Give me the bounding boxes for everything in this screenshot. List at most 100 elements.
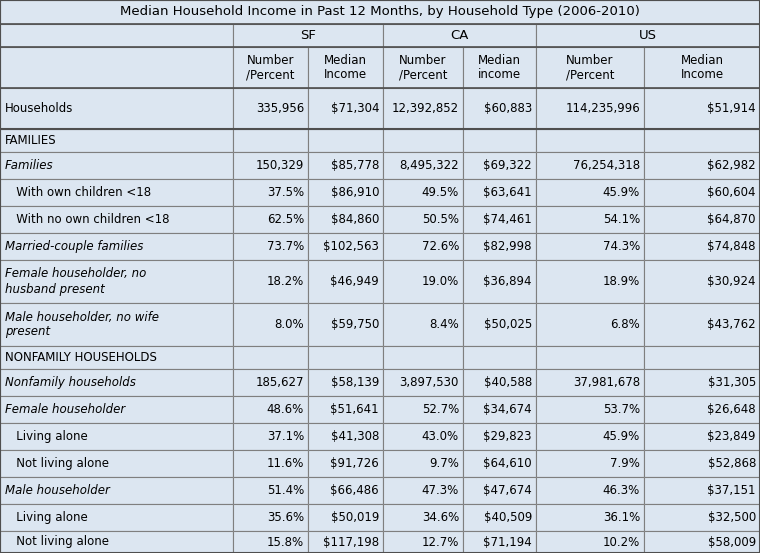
Bar <box>463 47 536 88</box>
Bar <box>308 152 383 179</box>
Text: $47,674: $47,674 <box>483 484 532 497</box>
Bar <box>0 346 233 369</box>
Bar <box>536 423 644 450</box>
Text: Number
/Percent: Number /Percent <box>399 54 447 81</box>
Text: Not living alone: Not living alone <box>5 457 109 470</box>
Bar <box>308 531 383 553</box>
Text: 7.9%: 7.9% <box>610 457 640 470</box>
Text: $36,894: $36,894 <box>483 275 532 288</box>
Bar <box>233 233 308 260</box>
Bar <box>463 369 536 396</box>
Bar <box>536 179 644 206</box>
Bar <box>0 450 233 477</box>
Text: $60,604: $60,604 <box>708 186 756 199</box>
Bar <box>644 423 760 450</box>
Bar <box>383 260 463 303</box>
Bar <box>383 346 463 369</box>
Text: FAMILIES: FAMILIES <box>5 134 57 147</box>
Bar <box>233 24 383 47</box>
Bar <box>463 152 536 179</box>
Text: 18.9%: 18.9% <box>603 275 640 288</box>
Bar <box>308 206 383 233</box>
Bar <box>644 303 760 346</box>
Bar <box>644 206 760 233</box>
Text: 52.7%: 52.7% <box>422 403 459 416</box>
Bar <box>383 504 463 531</box>
Bar <box>308 369 383 396</box>
Text: 8,495,322: 8,495,322 <box>399 159 459 172</box>
Text: $91,726: $91,726 <box>331 457 379 470</box>
Bar <box>233 504 308 531</box>
Bar <box>644 260 760 303</box>
Bar <box>536 504 644 531</box>
Bar <box>0 369 233 396</box>
Text: 12,392,852: 12,392,852 <box>392 102 459 115</box>
Bar <box>644 531 760 553</box>
Text: 76,254,318: 76,254,318 <box>573 159 640 172</box>
Text: Number
/Percent: Number /Percent <box>246 54 295 81</box>
Bar <box>644 477 760 504</box>
Bar <box>644 303 760 346</box>
Bar <box>644 346 760 369</box>
Text: 3,897,530: 3,897,530 <box>400 376 459 389</box>
Text: 37.5%: 37.5% <box>267 186 304 199</box>
Bar <box>383 303 463 346</box>
Bar <box>463 233 536 260</box>
Text: Female householder, no
husband present: Female householder, no husband present <box>5 268 147 295</box>
Bar <box>644 396 760 423</box>
Bar <box>383 346 463 369</box>
Bar <box>383 88 463 129</box>
Bar <box>308 47 383 88</box>
Bar <box>644 88 760 129</box>
Text: $85,778: $85,778 <box>331 159 379 172</box>
Bar <box>463 531 536 553</box>
Bar <box>644 531 760 553</box>
Bar <box>0 179 233 206</box>
Bar <box>383 233 463 260</box>
Bar <box>463 369 536 396</box>
Text: $64,610: $64,610 <box>483 457 532 470</box>
Bar <box>308 303 383 346</box>
Text: 48.6%: 48.6% <box>267 403 304 416</box>
Text: $74,848: $74,848 <box>708 240 756 253</box>
Bar <box>536 260 644 303</box>
Bar <box>0 477 233 504</box>
Text: $60,883: $60,883 <box>484 102 532 115</box>
Bar <box>0 369 233 396</box>
Bar <box>0 129 233 152</box>
Text: $41,308: $41,308 <box>331 430 379 443</box>
Text: With own children <18: With own children <18 <box>5 186 151 199</box>
Text: $86,910: $86,910 <box>331 186 379 199</box>
Bar <box>536 396 644 423</box>
Bar <box>308 450 383 477</box>
Bar <box>536 369 644 396</box>
Bar <box>644 152 760 179</box>
Bar <box>0 531 233 553</box>
Bar <box>0 233 233 260</box>
Bar <box>233 450 308 477</box>
Text: 43.0%: 43.0% <box>422 430 459 443</box>
Text: 37,981,678: 37,981,678 <box>573 376 640 389</box>
Bar <box>463 129 536 152</box>
Bar <box>233 346 308 369</box>
Bar <box>644 206 760 233</box>
Text: Male householder, no wife
present: Male householder, no wife present <box>5 310 159 338</box>
Bar <box>536 129 644 152</box>
Text: US: US <box>639 29 657 42</box>
Bar <box>308 504 383 531</box>
Bar <box>644 346 760 369</box>
Bar <box>0 152 233 179</box>
Bar <box>536 346 644 369</box>
Bar <box>233 179 308 206</box>
Bar <box>308 129 383 152</box>
Bar <box>308 477 383 504</box>
Bar <box>233 24 383 47</box>
Bar <box>536 47 644 88</box>
Bar <box>463 233 536 260</box>
Bar <box>0 88 233 129</box>
Text: With no own children <18: With no own children <18 <box>5 213 169 226</box>
Text: $62,982: $62,982 <box>708 159 756 172</box>
Bar <box>383 88 463 129</box>
Bar <box>463 88 536 129</box>
Text: $58,009: $58,009 <box>708 535 756 549</box>
